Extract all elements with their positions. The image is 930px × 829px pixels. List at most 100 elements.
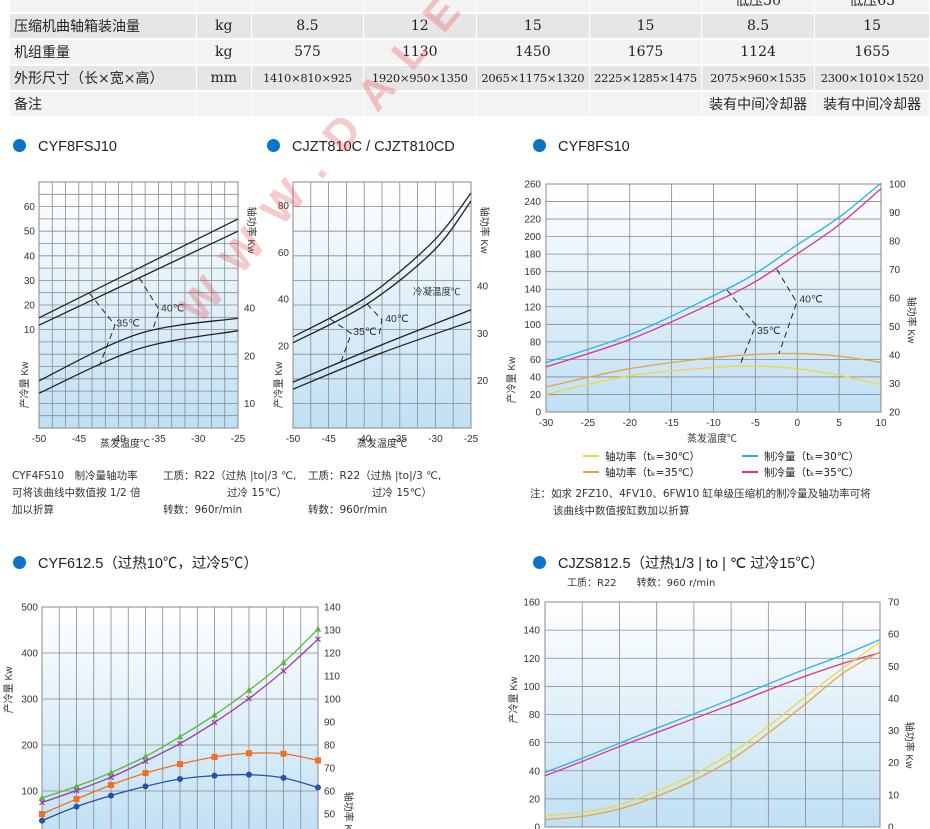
value-cell [251, 91, 365, 118]
row-label: 备注 [10, 91, 197, 118]
annotation-label: 40℃ [385, 313, 409, 325]
y-tick-label: 160 [524, 267, 541, 278]
x-tick-label: -50 [286, 434, 301, 445]
series-line-0 [292, 192, 472, 338]
y-axis-title: 产冷量 Kw [18, 361, 31, 408]
x-tick-label: -45 [321, 434, 336, 445]
y-tick-label: 200 [524, 232, 541, 243]
y-tick-label: 10 [24, 325, 36, 336]
value-cell: 2300×1010×1520 [814, 65, 930, 92]
unit-cell [196, 0, 252, 14]
value-cell [476, 0, 591, 14]
y-right-tick-label: 100 [324, 695, 341, 706]
legend-swatch [583, 471, 599, 473]
value-cell: 1410×810×925 [251, 65, 365, 92]
bullet-icon [13, 556, 26, 569]
y-tick-label: 200 [21, 741, 38, 752]
series-line-3 [544, 651, 881, 821]
data-point-square [142, 770, 149, 777]
data-point-square [39, 811, 45, 817]
data-point-triangle [280, 659, 287, 666]
row-label: 压缩机曲轴箱装油量 [10, 13, 197, 40]
x-tick-label: -45 [72, 434, 87, 445]
y-right-tick-label: 140 [324, 603, 341, 614]
annotation-leader [88, 292, 116, 366]
y-tick-label: 30 [24, 276, 36, 287]
x-tick-label: -25 [581, 418, 596, 429]
data-point-triangle [107, 769, 115, 776]
value-cell: 装有中间冷却器 [814, 91, 930, 118]
table-row: 压缩机曲轴箱装油量 kg 8.5 12 15 15 8.5 15 [10, 13, 930, 40]
y-right-tick-label: 0 [888, 823, 894, 829]
legend-swatch [583, 455, 599, 457]
x-tick-label: -15 [664, 418, 679, 429]
y-axis-title: 产冷量 Kw [507, 676, 520, 723]
y-right-tick-label: 20 [888, 758, 900, 769]
value-cell [363, 0, 477, 14]
data-point-triangle [73, 782, 80, 789]
legend-cyf8fs10: 轴功率（tₖ=30℃） 制冷量（tₖ=30℃） 轴功率（tₖ=35℃） 制冷量（… [583, 449, 859, 481]
chart-2: 0204060801001201401601802002202402602030… [505, 180, 918, 446]
data-point-circle [108, 792, 114, 799]
y-right-tick-label: 40 [888, 694, 900, 705]
y-tick-label: 60 [529, 738, 541, 749]
series-line-0 [38, 218, 239, 319]
y-tick-label: 60 [530, 355, 542, 366]
x-tick-label: -40 [111, 434, 126, 445]
legend-swatch [742, 471, 759, 473]
title-text: CYF8FSJ10 [38, 139, 117, 155]
series-line-2 [545, 352, 882, 388]
unit-cell [196, 91, 252, 118]
data-point-cross [39, 799, 45, 806]
data-point-square [280, 750, 287, 757]
x-axis-title: 蒸发温度℃ [357, 437, 407, 450]
note-line: 注：如求 2FZ10、4FV10、6FW10 缸单级压缩机的制冷量及轴功率可将 [530, 488, 871, 500]
y-tick-label: 300 [21, 695, 38, 706]
series-line-2 [544, 641, 881, 817]
series-line-1 [38, 230, 239, 326]
legend-swatch [742, 455, 759, 457]
note-line: 加以折算 [12, 504, 54, 516]
value-cell: 575 [251, 39, 365, 66]
x-tick-label: -25 [231, 434, 246, 445]
note-line: 可将该曲线中数值按 1/2 倍 [12, 487, 141, 499]
y-tick-label: 40 [24, 251, 36, 262]
y-tick-label: 120 [524, 302, 541, 313]
y-right-tick-label: 100 [889, 180, 906, 191]
y-right-tick-label: 80 [324, 741, 336, 752]
value-cell: 1124 [701, 39, 816, 66]
bullet-icon [13, 139, 26, 152]
legend-item: 制冷量（tₖ=35℃） [742, 465, 859, 481]
data-point-square [315, 757, 321, 764]
chart-4: 0 20 40 60 80 100 120 140 160 0 10 20 30 40 50 60 70 产冷量 … [507, 598, 916, 829]
y-right-tick-label: 10 [888, 790, 900, 801]
note-line: CYF4FS10 制冷量轴功率 [12, 470, 138, 482]
y-right-tick-label: 60 [324, 787, 336, 798]
y-right-tick-label: 40 [244, 304, 256, 315]
table-row: 机组重量 kg 575 1130 1450 1675 1124 1655 [10, 39, 930, 66]
y-tick-label: 50 [24, 227, 36, 238]
y-tick-label: 80 [278, 201, 290, 212]
y-right-tick-label: 60 [888, 630, 900, 641]
title-text: CJZS812.5（过热1/3 | to | ℃ 过冷15℃） [558, 556, 825, 572]
data-point-circle [246, 771, 252, 778]
value-cell: 2075×960×1535 [701, 65, 816, 92]
unit-cell: kg [196, 39, 252, 66]
note-line: 过冷 15℃） [227, 487, 287, 499]
x-tick-label: -30 [539, 418, 554, 429]
annotation-leader [366, 303, 383, 338]
y-right-tick-label: 40 [889, 351, 901, 362]
series-line-1 [545, 182, 882, 364]
y-tick-label: 40 [530, 372, 542, 383]
y-tick-label: 20 [24, 301, 36, 312]
legend-label: 制冷量（tₖ=35℃） [764, 467, 860, 479]
y-right-tick-label: 10 [244, 399, 256, 410]
title-text: CYF612.5（过热10℃，过冷5℃） [38, 556, 258, 572]
bullet-icon [267, 139, 280, 152]
y-tick-label: 20 [529, 794, 541, 805]
y-tick-label: 20 [278, 342, 290, 353]
value-cell: 1920×950×1350 [363, 65, 477, 92]
annotation-label: 40℃ [799, 293, 823, 305]
y-tick-label: 0 [535, 408, 541, 419]
value-cell: 1655 [814, 39, 930, 66]
